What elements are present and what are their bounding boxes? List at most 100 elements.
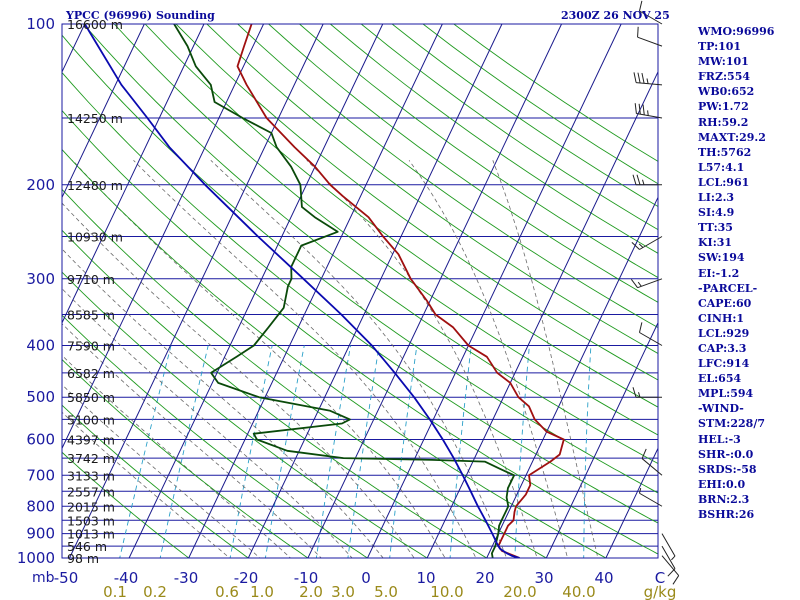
wind-barbs xyxy=(630,0,680,585)
dry-adiabat xyxy=(206,24,658,354)
barb-flag xyxy=(630,279,638,288)
index-line: SI:4.9 xyxy=(698,206,735,220)
index-line: WB0:652 xyxy=(698,85,755,99)
barb-half-flag xyxy=(646,78,649,84)
moist-adiabat xyxy=(492,160,599,558)
height-label: 12480 m xyxy=(67,178,123,193)
wind-barb xyxy=(633,72,663,86)
barb-staff xyxy=(639,492,663,507)
index-line: -PARCEL- xyxy=(698,281,758,295)
y-axis-unit-label: mb xyxy=(32,570,55,586)
height-label: 10930 m xyxy=(67,229,123,244)
moist-adiabat xyxy=(133,160,477,558)
dry-adiabat xyxy=(62,358,309,558)
index-line: EHI:0.0 xyxy=(698,477,746,491)
wind-barb xyxy=(632,174,662,186)
temperature-tick-label: 40 xyxy=(594,569,613,587)
isotherm-line xyxy=(545,321,658,558)
barb-half-flag xyxy=(642,179,645,185)
dewpoint-profile xyxy=(173,24,515,558)
dry-adiabats xyxy=(62,24,658,558)
barb-flag xyxy=(636,174,641,185)
index-line: MW:101 xyxy=(698,55,749,69)
dry-adiabat xyxy=(113,24,658,436)
parcel-profile xyxy=(84,24,520,558)
wind-barb xyxy=(661,545,676,577)
index-line: CINH:1 xyxy=(698,311,745,325)
barb-staff xyxy=(661,533,676,557)
barb-staff xyxy=(637,278,663,289)
moist-adiabat xyxy=(62,323,322,558)
index-line: CAP:3.3 xyxy=(698,341,747,355)
dry-adiabat xyxy=(62,404,250,558)
temperature-tick-label: 0 xyxy=(361,569,371,587)
barb-staff xyxy=(636,82,663,86)
plot-border xyxy=(61,23,659,559)
isotherm-line xyxy=(605,447,658,558)
barb-flag xyxy=(641,448,647,459)
mixing-ratio-line xyxy=(229,345,273,558)
height-label: 8585 m xyxy=(67,308,115,323)
barb-flag xyxy=(638,322,643,333)
index-line: PW:1.72 xyxy=(698,100,749,114)
dry-adiabat xyxy=(62,71,658,524)
dry-adiabat xyxy=(144,24,658,408)
barb-flag xyxy=(632,174,637,185)
isotherm-line xyxy=(307,24,563,558)
temperature-tick-label: -20 xyxy=(234,569,259,587)
isotherm-line xyxy=(367,24,622,558)
barb-staff xyxy=(661,555,680,576)
moist-adiabat xyxy=(306,160,538,558)
wind-barb xyxy=(631,236,663,250)
barb-flag xyxy=(638,103,641,115)
barb-staff xyxy=(636,113,663,119)
barb-half-flag xyxy=(638,488,642,494)
pressure-tick-label: 700 xyxy=(26,466,55,484)
barb-flag xyxy=(633,72,637,83)
barb-flag xyxy=(667,568,676,577)
wind-barb xyxy=(638,322,663,346)
moist-adiabat xyxy=(62,384,261,558)
wind-barb xyxy=(638,488,663,507)
barb-staff xyxy=(661,545,676,569)
sounding-indices-panel: WMO:96996 TP:101 MW:101 FRZ:554 WB0:652 PW:1.… xyxy=(698,24,798,522)
pressure-tick-label: 100 xyxy=(26,15,55,33)
barb-flag xyxy=(637,26,639,38)
mixing-ratio-tick-label: 0.1 xyxy=(103,583,127,600)
dry-adiabat xyxy=(330,24,658,254)
moist-adiabat xyxy=(62,354,292,558)
barb-flag xyxy=(642,104,645,115)
index-line: HEL:-3 xyxy=(698,432,741,446)
index-line: LFC:914 xyxy=(698,357,750,371)
height-label: 3133 m xyxy=(67,468,115,483)
mixing-ratio-tick-label: 1.0 xyxy=(250,583,274,600)
index-line: -WIND- xyxy=(698,402,744,416)
pressure-tick-label: 1000 xyxy=(17,549,55,567)
wind-barb xyxy=(630,278,663,289)
index-line: L57:4.1 xyxy=(698,160,745,174)
index-line: EI:-1.2 xyxy=(698,266,740,280)
isotherm-line xyxy=(486,196,658,558)
barb-staff xyxy=(641,458,663,476)
mixing-ratio-line xyxy=(119,345,172,558)
barb-flag xyxy=(638,0,643,12)
height-label: 5850 m xyxy=(67,390,115,405)
isotherm-line xyxy=(128,24,384,558)
moist-adiabat xyxy=(62,202,415,558)
barb-flag xyxy=(632,387,637,398)
mixing-ratio-tick-label: 0.6 xyxy=(215,583,239,600)
height-label: 98 m xyxy=(67,551,99,566)
wind-barb xyxy=(641,448,663,476)
mixing-ratio-tick-label: 5.0 xyxy=(374,583,398,600)
mixing-ratio-lines xyxy=(119,345,592,558)
height-label: 2015 m xyxy=(67,499,115,514)
barb-flag xyxy=(637,72,641,84)
moist-adiabat xyxy=(62,411,231,558)
pressure-tick-label: 800 xyxy=(26,497,55,515)
barb-flag xyxy=(641,72,645,84)
index-line: KI:31 xyxy=(698,236,733,250)
wind-barb xyxy=(638,0,663,25)
pressure-tick-label: 600 xyxy=(26,431,55,449)
temperature-tick-label: 20 xyxy=(475,569,494,587)
chart-title: YPCC (96996) Sounding xyxy=(66,9,215,22)
